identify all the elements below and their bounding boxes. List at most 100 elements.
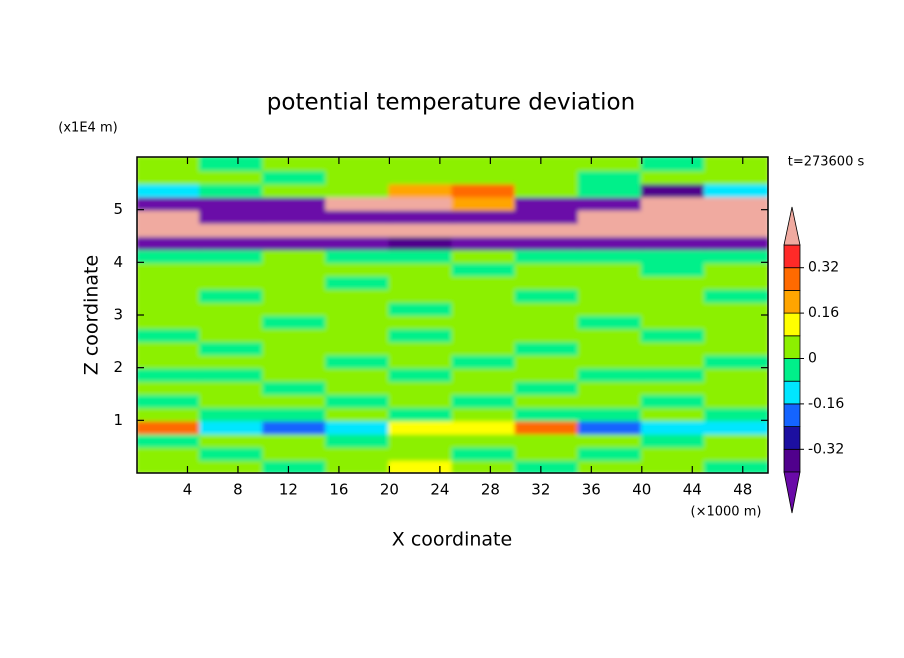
contour-cell: [577, 287, 643, 303]
contour-cell: [262, 195, 328, 211]
contour-cell: [640, 235, 706, 251]
contour-cell: [451, 261, 517, 277]
contour-cell: [640, 432, 706, 448]
contour-cell: [199, 287, 265, 303]
contour-cell: [703, 406, 768, 422]
contour-cell: [514, 340, 580, 356]
contour-cell: [577, 353, 643, 369]
chart-title: potential temperature deviation: [267, 90, 635, 116]
contour-cell: [325, 432, 391, 448]
contour-cell: [514, 327, 580, 343]
contour-cell: [388, 182, 454, 198]
contour-cell: [137, 458, 202, 473]
contour-cell: [325, 182, 391, 198]
contour-cell: [640, 274, 706, 290]
colorbar-box: [783, 335, 801, 359]
colorbar-box: [783, 403, 801, 427]
y-tick-label: 2: [113, 358, 123, 376]
colorbar-tick-label: 0: [808, 351, 817, 367]
contour-cell: [577, 261, 643, 277]
x-tick-label: 20: [380, 481, 399, 499]
contour-cell: [388, 261, 454, 277]
contour-cell: [703, 221, 768, 237]
contour-cell: [451, 169, 517, 185]
contour-cell: [640, 406, 706, 422]
contour-cell: [137, 235, 202, 251]
contour-cell: [137, 419, 202, 435]
contour-cell: [514, 169, 580, 185]
contour-cell: [137, 353, 202, 369]
contour-cell: [262, 157, 328, 172]
time-annotation: t=273600 s: [788, 155, 865, 170]
y-unit: (x1E4 m): [58, 121, 117, 136]
contour-cell: [451, 458, 517, 473]
x-tick-label: 40: [632, 481, 651, 499]
contour-cell: [577, 406, 643, 422]
contour-cell: [137, 314, 202, 330]
contour-cell: [514, 366, 580, 382]
y-tick-label: 4: [113, 253, 123, 271]
contour-cell: [388, 445, 454, 461]
contour-cell: [388, 419, 454, 435]
contour-cell: [703, 393, 768, 409]
contour-cell: [388, 327, 454, 343]
x-tick-label: 12: [279, 481, 298, 499]
contour-cell: [703, 366, 768, 382]
contour-cell: [451, 314, 517, 330]
contour-cell: [137, 340, 202, 356]
contour-cell: [514, 300, 580, 316]
contour-cell: [262, 274, 328, 290]
contour-cell: [703, 327, 768, 343]
contour-cell: [388, 432, 454, 448]
contour-cell: [451, 221, 517, 237]
contour-cell: [137, 445, 202, 461]
contour-cell: [325, 157, 391, 172]
y-tick-label: 5: [113, 200, 123, 218]
contour-cell: [703, 314, 768, 330]
contour-cell: [388, 287, 454, 303]
contour-cell: [577, 235, 643, 251]
contour-cell: [451, 195, 517, 211]
contour-cell: [325, 287, 391, 303]
contour-cell: [262, 432, 328, 448]
contour-cell: [577, 274, 643, 290]
contour-cell: [703, 300, 768, 316]
contour-cell: [137, 300, 202, 316]
contour-cell: [640, 195, 706, 211]
contour-cell: [325, 208, 391, 224]
contour-cell: [137, 182, 202, 198]
x-tick-label: 48: [733, 481, 752, 499]
contour-cell: [703, 248, 768, 264]
contour-cell: [325, 393, 391, 409]
contour-cell: [514, 182, 580, 198]
contour-cell: [514, 248, 580, 264]
contour-cell: [703, 274, 768, 290]
contour-cell: [640, 379, 706, 395]
y-tick-label: 3: [113, 306, 123, 324]
contour-cell: [514, 208, 580, 224]
contour-cell: [703, 445, 768, 461]
contour-cell: [451, 182, 517, 198]
contour-cell: [451, 432, 517, 448]
contour-cell: [514, 195, 580, 211]
contour-cell: [325, 221, 391, 237]
contour-cell: [640, 208, 706, 224]
contour-cell: [199, 195, 265, 211]
contour-cell: [451, 340, 517, 356]
contour-cell: [451, 419, 517, 435]
contour-cell: [262, 419, 328, 435]
contour-cell: [199, 366, 265, 382]
contour-cell: [325, 235, 391, 251]
contour-cell: [514, 314, 580, 330]
contour-cell: [137, 406, 202, 422]
contour-cell: [199, 235, 265, 251]
contour-cell: [262, 327, 328, 343]
contour-cell: [703, 235, 768, 251]
contour-cell: [451, 300, 517, 316]
contour-field: [137, 157, 768, 473]
contour-cell: [703, 353, 768, 369]
contour-cell: [703, 182, 768, 198]
contour-cell: [388, 169, 454, 185]
contour-cell: [137, 379, 202, 395]
contour-cell: [199, 419, 265, 435]
